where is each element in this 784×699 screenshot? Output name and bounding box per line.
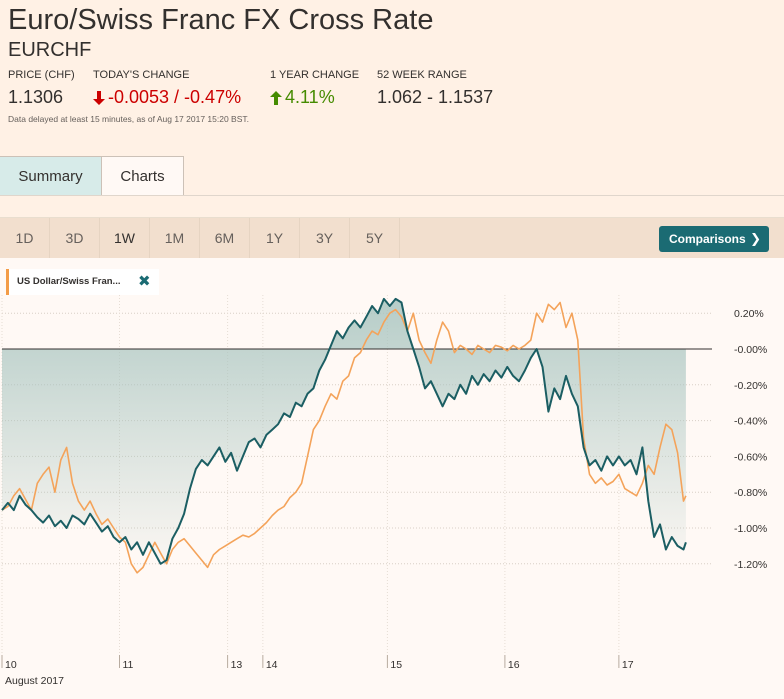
x-tick-label: 10 [5, 659, 17, 671]
x-axis-sub-label: August 2017 [5, 675, 64, 687]
tab-summary[interactable]: Summary [0, 156, 101, 195]
comparisons-label: Comparisons [669, 232, 746, 246]
y-tick-label: -0.60% [734, 451, 767, 463]
range-1d-button[interactable]: 1D [0, 218, 50, 258]
price-value: 1.1306 [8, 87, 64, 107]
tab-charts[interactable]: Charts [101, 156, 184, 195]
y-tick-label: -0.00% [734, 344, 767, 356]
todays-change-value: -0.0053 / -0.47% [93, 87, 241, 108]
y-tick-label: -1.20% [734, 559, 767, 571]
todays-change-text: -0.0053 / -0.47% [108, 87, 242, 107]
comparison-chip: US Dollar/Swiss Fran... ✖ [6, 269, 159, 295]
comparison-series-line [1, 301, 687, 574]
year-change-text: 4.11% [285, 87, 335, 107]
arrow-down-icon [93, 91, 105, 106]
symbol-label: EURCHF [8, 39, 92, 61]
primary-series-line [1, 297, 687, 565]
chevron-right-icon: ❯ [750, 231, 761, 246]
arrow-up-icon [270, 91, 282, 106]
range52-value: 1.062 - 1.1537 [377, 87, 494, 107]
range-6m-button[interactable]: 6M [200, 218, 250, 258]
comparison-chip-label: US Dollar/Swiss Fran... [17, 276, 121, 287]
y-tick-label: -1.00% [734, 523, 767, 535]
range-5y-button[interactable]: 5Y [350, 218, 400, 258]
y-tick-label: -0.20% [734, 380, 767, 392]
range-1w-button[interactable]: 1W [100, 218, 150, 258]
year-change-label: 1 YEAR CHANGE [270, 69, 360, 81]
tabs-divider [0, 195, 784, 196]
comparisons-button[interactable]: Comparisons ❯ [659, 226, 769, 252]
y-tick-label: -0.40% [734, 416, 767, 428]
y-tick-label: -0.80% [734, 487, 767, 499]
close-icon[interactable]: ✖ [138, 273, 151, 290]
y-tick-label: 0.20% [734, 308, 764, 320]
range-3y-button[interactable]: 3Y [300, 218, 350, 258]
x-tick-label: 16 [508, 659, 520, 671]
range52-label: 52 WEEK RANGE [377, 69, 467, 81]
x-tick-label: 11 [123, 659, 134, 671]
range-3d-button[interactable]: 3D [50, 218, 100, 258]
range-1y-button[interactable]: 1Y [250, 218, 300, 258]
x-tick-label: 13 [231, 659, 243, 671]
page-title: Euro/Swiss Franc FX Cross Rate [8, 4, 434, 36]
series-area [2, 298, 686, 564]
year-change-value: 4.11% [270, 87, 335, 108]
todays-change-label: TODAY'S CHANGE [93, 69, 190, 81]
x-tick-label: 17 [622, 659, 634, 671]
price-label: PRICE (CHF) [8, 69, 75, 81]
range-1m-button[interactable]: 1M [150, 218, 200, 258]
x-tick-label: 14 [266, 659, 278, 671]
delay-note: Data delayed at least 15 minutes, as of … [8, 114, 249, 124]
range-toolbar [0, 218, 784, 258]
quote-header: Euro/Swiss Franc FX Cross Rate EURCHF PR… [0, 0, 784, 133]
x-tick-label: 15 [390, 659, 402, 671]
